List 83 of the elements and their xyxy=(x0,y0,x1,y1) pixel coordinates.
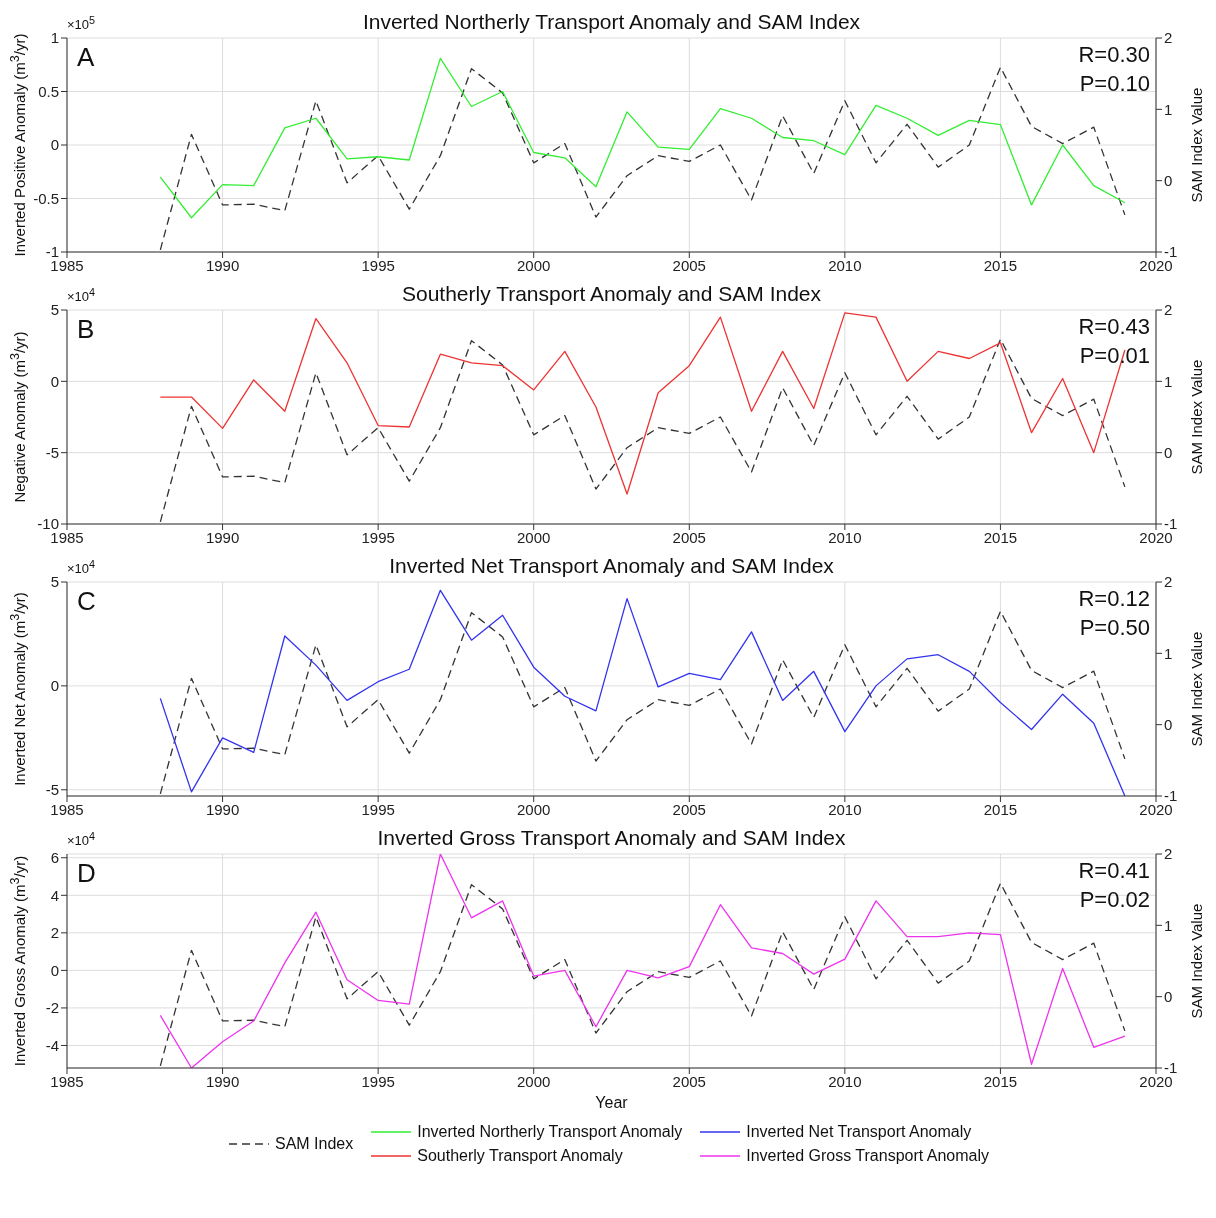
y-tick-label: -4 xyxy=(45,1036,59,1054)
y2-tick-label: 0 xyxy=(1164,171,1173,189)
chart-title: Inverted Gross Transport Anomaly and SAM Index xyxy=(377,826,846,849)
chart-title: Southerly Transport Anomaly and SAM Index xyxy=(401,282,822,305)
y2-tick-label: 1 xyxy=(1164,644,1173,662)
x-tick-label: 1990 xyxy=(205,800,240,818)
legend-label: Inverted Gross Transport Anomaly xyxy=(746,1147,990,1165)
x-tick-label: 1995 xyxy=(361,1072,395,1090)
legend-label: Inverted Northerly Transport Anomaly xyxy=(417,1123,683,1141)
text: ×10$^{5}$ xyxy=(67,14,96,33)
annotation: C xyxy=(77,586,96,617)
x-tick-label: 2010 xyxy=(828,528,862,546)
x-tick-label: 2005 xyxy=(672,800,706,818)
text: ×10$^{4}$ xyxy=(67,558,96,577)
x-tick-label: 1995 xyxy=(361,528,395,546)
y2-tick-label: 2 xyxy=(1164,29,1173,47)
annotation: D xyxy=(77,858,96,889)
legend-label: Inverted Net Transport Anomaly xyxy=(746,1123,972,1141)
annotation: P=0.02 xyxy=(1079,887,1150,913)
legend-label: SAM Index xyxy=(274,1135,354,1153)
y-tick-label: 0 xyxy=(50,677,59,695)
y-tick-label: 0 xyxy=(50,372,59,390)
x-tick-label: 1990 xyxy=(205,1072,240,1090)
x-tick-label: 1985 xyxy=(50,1072,84,1090)
annotation: R=0.43 xyxy=(1078,314,1150,340)
y2-tick-label: 1 xyxy=(1164,100,1173,118)
x-tick-label: 2015 xyxy=(983,528,1018,546)
legend-label: Southerly Transport Anomaly xyxy=(417,1147,623,1165)
y2-axis-title: SAM Index Value xyxy=(1187,903,1205,1019)
x-tick-label: 2015 xyxy=(983,1072,1018,1090)
y2-axis-title: SAM Index Value xyxy=(1187,631,1205,747)
x-tick-label: 1990 xyxy=(205,528,240,546)
x-axis-title: Year xyxy=(594,1094,629,1112)
x-tick-label: 2005 xyxy=(672,528,706,546)
y-tick-label: -2 xyxy=(45,999,59,1017)
y2-tick-label: 0 xyxy=(1164,443,1173,461)
y2-axis-title: SAM Index Value xyxy=(1187,359,1205,475)
y2-tick-label: 0 xyxy=(1164,987,1173,1005)
x-tick-label: 1995 xyxy=(361,256,395,274)
annotation: R=0.30 xyxy=(1078,42,1150,68)
x-tick-label: 1985 xyxy=(50,800,84,818)
chart-title: Inverted Net Transport Anomaly and SAM Index xyxy=(389,554,834,577)
text: ×10$^{4}$ xyxy=(67,830,96,849)
annotation: P=0.50 xyxy=(1079,615,1150,641)
x-tick-label: 2005 xyxy=(672,256,706,274)
x-tick-label: 2000 xyxy=(517,1072,551,1090)
chart-title: Inverted Northerly Transport Anomaly and SAM Index xyxy=(362,10,861,33)
y-tick-label: -5 xyxy=(45,443,59,461)
y-tick-label: 4 xyxy=(50,886,59,904)
x-tick-label: 2015 xyxy=(983,800,1018,818)
y2-tick-label: 1 xyxy=(1164,372,1173,390)
y-tick-label: -0.5 xyxy=(33,189,59,207)
y2-tick-label: 2 xyxy=(1164,845,1173,863)
y-tick-label: 0 xyxy=(50,961,59,979)
y-tick-label: -5 xyxy=(45,781,59,799)
y2-axis-title: SAM Index Value xyxy=(1187,87,1205,203)
y2-tick-label: 2 xyxy=(1164,301,1173,319)
x-tick-label: 1990 xyxy=(205,256,240,274)
x-tick-label: 2010 xyxy=(828,800,862,818)
x-tick-label: 1995 xyxy=(361,800,395,818)
annotation: B xyxy=(77,314,95,345)
x-tick-label: 2000 xyxy=(517,256,551,274)
y-tick-label: 2 xyxy=(50,924,59,942)
y-tick-label: 5 xyxy=(50,573,59,591)
x-tick-label: 2005 xyxy=(672,1072,706,1090)
y-tick-label: 5 xyxy=(50,301,59,319)
annotation: P=0.10 xyxy=(1079,71,1150,97)
annotation: R=0.41 xyxy=(1078,858,1150,884)
x-tick-label: 2010 xyxy=(828,256,862,274)
x-tick-label: 2000 xyxy=(517,800,551,818)
y2-tick-label: 0 xyxy=(1164,715,1173,733)
x-tick-label: 2010 xyxy=(828,1072,862,1090)
x-tick-label: 2000 xyxy=(517,528,551,546)
y-tick-label: 0 xyxy=(50,136,59,154)
y2-tick-label: 2 xyxy=(1164,573,1173,591)
y-tick-label: 0.5 xyxy=(38,82,59,100)
y-tick-label: 1 xyxy=(50,29,59,47)
annotation: A xyxy=(77,42,95,73)
x-tick-label: 2015 xyxy=(983,256,1018,274)
text: ×10$^{4}$ xyxy=(67,286,96,305)
y-tick-label: 6 xyxy=(50,849,59,867)
y2-tick-label: 1 xyxy=(1164,916,1173,934)
annotation: R=0.12 xyxy=(1078,586,1150,612)
